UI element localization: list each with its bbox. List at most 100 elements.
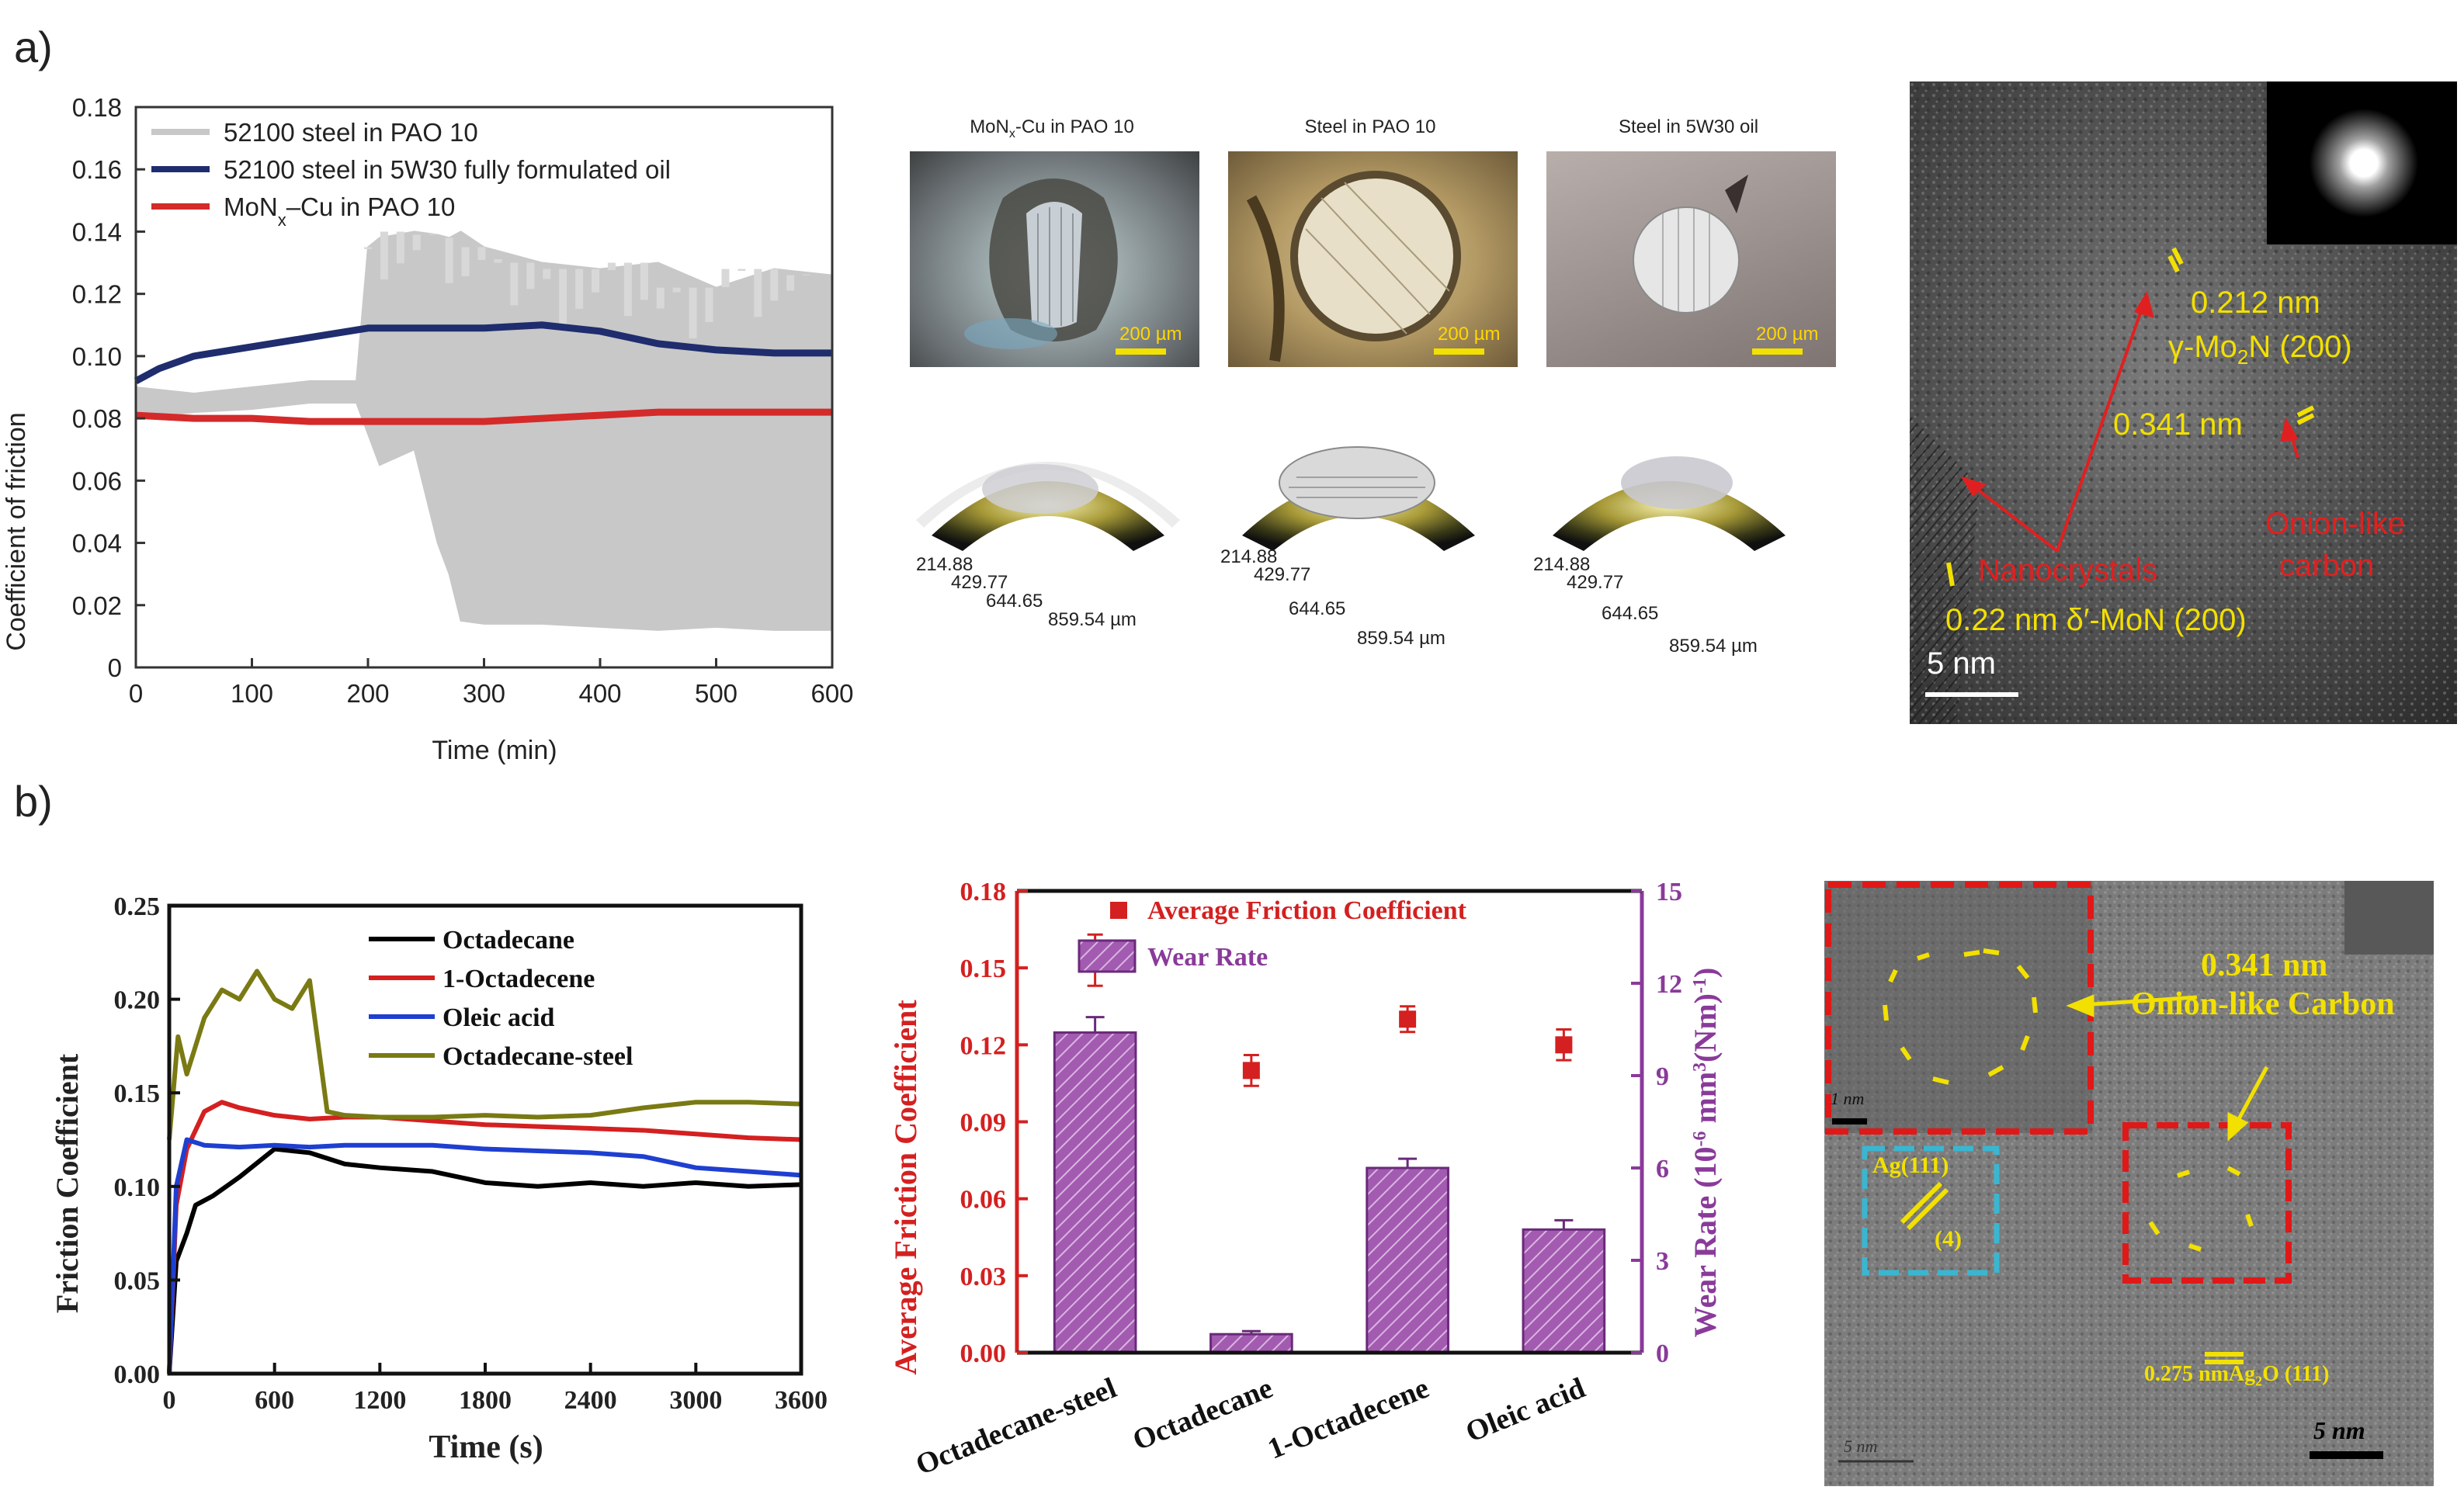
tem-a-label-0212: 0.212 nm <box>2191 286 2320 320</box>
tem-b-scale-faint: 5 nm <box>1844 1436 1878 1456</box>
bar-category-label: Octadecane-steel <box>911 1371 1121 1481</box>
chart-a-xtick-label: 0 <box>129 679 143 708</box>
chart-b-bar-ytick-label: 0.12 <box>960 1031 1007 1060</box>
series-5w30-line <box>134 321 832 384</box>
tem-a-scale: 5 nm <box>1927 646 1996 681</box>
chart-b-xtick-label: 600 <box>255 1386 294 1415</box>
surface2-tick-2: 429.77 <box>1254 564 1310 585</box>
chart-b-bar-ytick-label: 0.09 <box>960 1109 1007 1138</box>
chart-a-legend-label: 52100 steel in PAO 10 <box>224 118 478 147</box>
series-line-octadecane-steel <box>167 969 802 1140</box>
chart-a-xtick-label: 500 <box>695 679 737 708</box>
chart-b-x-label: Time (s) <box>429 1429 543 1465</box>
chart-b-y-label: Friction Coefficient <box>50 1053 85 1313</box>
point-average-friction <box>1242 1062 1260 1079</box>
chart-b-xtick-label: 3000 <box>669 1386 722 1415</box>
chart-b-ytick-label: 0.05 <box>114 1267 161 1295</box>
chart-a-ytick-label: 0.02 <box>72 591 122 620</box>
legend-label-friction: Average Friction Coefficient <box>1147 896 1467 925</box>
chart-b-bar-y2-label: Wear Rate (10-6 mm3(Nm)-1) <box>1688 968 1723 1338</box>
surface1-tick-2: 429.77 <box>951 572 1008 593</box>
chart-b-legend-label: Octadecane <box>442 926 574 955</box>
bar-wear-rate <box>1209 1332 1293 1354</box>
tem-b-label-onion-like: Onion-like Carbon <box>2131 986 2395 1022</box>
tem-a-label-0341: 0.341 nm <box>2113 407 2243 442</box>
tem-image-b: 0.341 nm Onion-like Carbon Ag(111) (4) 0… <box>1824 881 2434 1486</box>
tem-image-b-art <box>1824 881 2434 1486</box>
tem-b-scale-inset: 1 nm <box>1831 1089 1865 1108</box>
chart-a-ytick-label: 0 <box>108 653 122 682</box>
panel-label-a: a) <box>14 23 53 71</box>
tem-a-label-carbon: carbon <box>2279 549 2375 583</box>
bar-category-label: Oleic acid <box>1461 1371 1589 1448</box>
chart-a-xtick-label: 300 <box>463 679 505 708</box>
tem-a-label-delta-mon: 0.22 nm δ′-MoN (200) <box>1945 603 2247 637</box>
chart-b-legend-label: Oleic acid <box>442 1003 555 1032</box>
tem-b-label-ag111: Ag(111) <box>1872 1152 1949 1178</box>
optical-scale-1: 200 µm <box>1119 324 1182 345</box>
chart-b-xtick-label: 1800 <box>459 1386 512 1415</box>
chart-a-ytick-label: 0.12 <box>72 280 122 309</box>
tem-a-label-nanocrystals: Nanocrystals <box>1978 553 2158 587</box>
surface2-tick-4: 859.54 µm <box>1357 628 1445 649</box>
surface1-tick-1: 214.88 <box>916 554 973 575</box>
surface1-tick-4: 859.54 µm <box>1048 609 1137 630</box>
optical-image-steel-5w30: 200 µm <box>1546 151 1836 367</box>
chart-a-ytick-label: 0.14 <box>72 217 122 246</box>
tem-b-label-0341: 0.341 nm <box>2201 948 2328 983</box>
chart-a-x-label: Time (min) <box>432 736 557 765</box>
chart-a-xtick-label: 600 <box>810 679 853 708</box>
chart-b-xtick-label: 3600 <box>775 1386 828 1415</box>
surface-1 <box>916 462 1180 551</box>
chart-b-bar-y-label: Average Friction Coefficient <box>888 1000 923 1375</box>
bar-category-label: Octadecane <box>1128 1371 1277 1457</box>
chart-b-friction-vs-time: 0.00 0.05 0.10 0.15 0.20 0.25 0 600 1200 1800 2400… <box>50 892 828 1465</box>
optical-image-steel-5w30-art <box>1633 175 1803 355</box>
chart-b-bar-y2tick-label: 6 <box>1656 1155 1669 1183</box>
surface-axis-labels: 214.88 429.77 644.65 859.54 µm 214.88 42… <box>916 546 1758 657</box>
chart-a-friction-vs-time: 0 0.02 0.04 0.06 0.08 0.10 0.12 0.14 0.16 0.18 0 10… <box>2 93 854 765</box>
surface-profiles: 214.88 429.77 644.65 859.54 µm 214.88 42… <box>916 446 1786 657</box>
chart-a-ytick-label: 0.18 <box>72 93 122 122</box>
chart-b-legend-label: Octadecane-steel <box>442 1042 633 1071</box>
legend-label-wear: Wear Rate <box>1147 943 1268 972</box>
chart-a-ytick-label: 0.04 <box>72 529 122 558</box>
optical-image-monx-cu: 200 µm <box>910 151 1199 367</box>
bar-category-label: 1-Octadecene <box>1263 1371 1433 1465</box>
optical-caption-2: Steel in PAO 10 <box>1304 116 1436 137</box>
tem-image-a-art <box>1910 81 2457 724</box>
tem-a-label-gamma-mo2n: γ-Mo2N (200) <box>2168 330 2352 369</box>
chart-b-xtick-label: 0 <box>163 1386 176 1415</box>
surface3-tick-2: 429.77 <box>1567 572 1623 593</box>
chart-a-ytick-label: 0.10 <box>72 342 122 371</box>
chart-b-bar-ytick-label: 0.18 <box>960 878 1007 906</box>
bar-wear-rate <box>1053 1031 1137 1354</box>
chart-a-y-label: Coefficient of friction <box>2 412 31 650</box>
chart-a-xtick-label: 100 <box>231 679 273 708</box>
point-average-friction <box>1555 1036 1573 1054</box>
chart-b-bar-y2tick-label: 9 <box>1656 1062 1669 1091</box>
chart-b-bar-y2tick-label: 3 <box>1656 1247 1669 1276</box>
bar-wear-rate <box>1366 1166 1449 1354</box>
surface3-tick-1: 214.88 <box>1533 554 1590 575</box>
surface3-tick-4: 859.54 µm <box>1669 636 1758 657</box>
optical-image-monx-cu-art <box>964 178 1166 355</box>
chart-a-xtick-label: 400 <box>578 679 621 708</box>
chart-b-bar-ytick-label: 0.03 <box>960 1263 1007 1291</box>
chart-b-bar-ytick-label: 0.00 <box>960 1339 1007 1368</box>
series-line-oleic-acid <box>167 1137 802 1374</box>
chart-b-legend-label: 1-Octadecene <box>442 965 595 993</box>
chart-b-bar-ytick-label: 0.15 <box>960 955 1007 983</box>
chart-b-ytick-label: 0.15 <box>114 1079 161 1108</box>
chart-b-ytick-label: 0.20 <box>114 986 161 1015</box>
chart-a-ytick-label: 0.06 <box>72 466 122 495</box>
chart-b-ytick-label: 0.00 <box>114 1360 161 1389</box>
chart-b-xtick-label: 2400 <box>564 1386 617 1415</box>
surface2-tick-3: 644.65 <box>1289 598 1345 619</box>
surface-2 <box>1242 446 1475 551</box>
optical-caption-3: Steel in 5W30 oil <box>1618 116 1759 137</box>
legend-swatch-friction <box>1110 902 1127 919</box>
legend-swatch-wear <box>1078 939 1137 973</box>
chart-a-legend-label: 52100 steel in 5W30 fully formulated oil <box>224 155 671 184</box>
chart-b-bar-y2tick-label: 0 <box>1656 1339 1669 1368</box>
